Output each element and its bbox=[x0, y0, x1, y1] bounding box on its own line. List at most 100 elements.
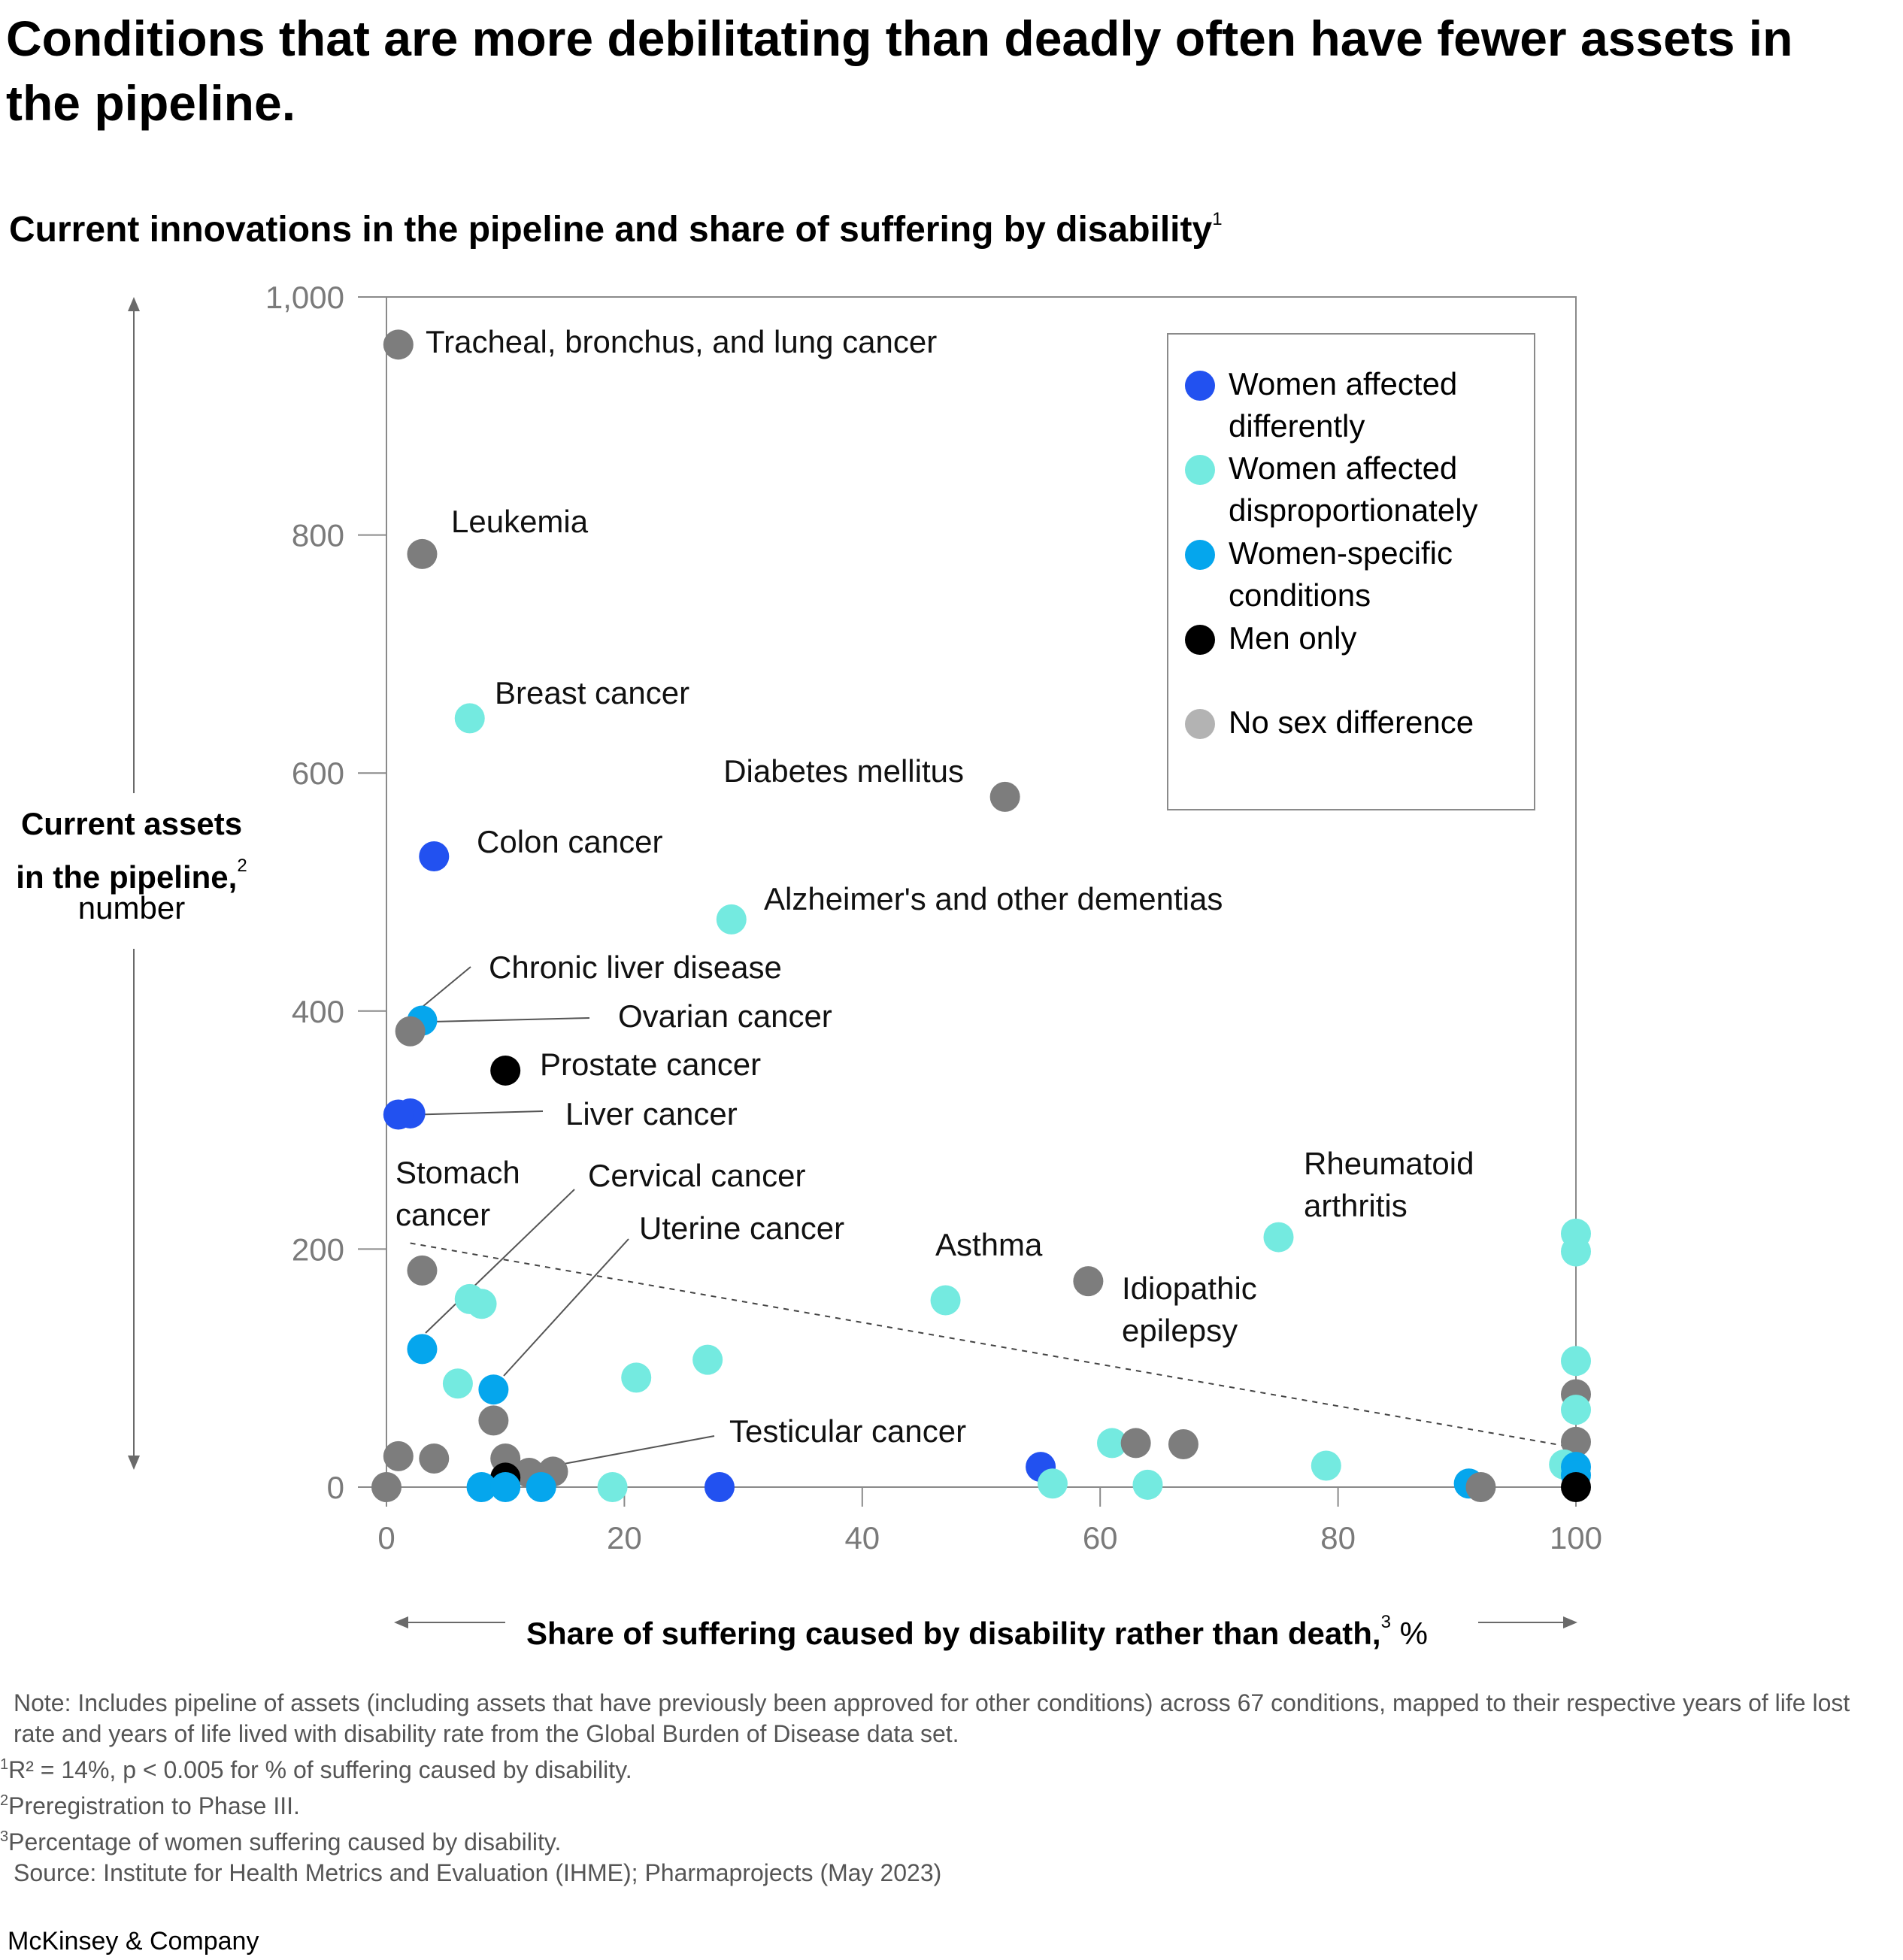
x-axis-label-text: Share of suffering caused by disability … bbox=[526, 1616, 1381, 1651]
data-point-none-40 bbox=[1168, 1429, 1198, 1460]
data-point-disp-22 bbox=[692, 1344, 723, 1375]
point-label-rheumatoid-arthritis: Rheumatoid arthritis bbox=[1304, 1146, 1474, 1223]
data-point-none-24 bbox=[383, 1440, 414, 1471]
note-text: Note: Includes pipeline of assets (inclu… bbox=[14, 1689, 1850, 1747]
leader-line bbox=[404, 1110, 544, 1116]
point-label-testicular-cancer: Testicular cancer bbox=[729, 1413, 966, 1449]
data-point-diff-colon-cancer bbox=[419, 841, 450, 872]
data-point-none-25 bbox=[419, 1443, 450, 1474]
footnotes: Note: Includes pipeline of assets (inclu… bbox=[0, 1688, 1895, 1889]
data-point-disp-46 bbox=[1561, 1346, 1591, 1377]
x-tick-label: 100 bbox=[1550, 1520, 1602, 1556]
plot-frame bbox=[386, 296, 1577, 1488]
point-label-idiopathic-epilepsy: Idiopathic epilepsy bbox=[1122, 1271, 1257, 1348]
brand-logo-text: McKinsey & Company bbox=[8, 1927, 259, 1955]
leader-line bbox=[503, 1238, 629, 1377]
footnote-2-text: Preregistration to Phase III. bbox=[8, 1792, 300, 1819]
legend-swatch-spec bbox=[1185, 540, 1215, 570]
point-label-colon-cancer: Colon cancer bbox=[477, 824, 662, 859]
footnote-1-mark: 1 bbox=[0, 1756, 9, 1773]
x-arrow-head-right bbox=[1563, 1616, 1577, 1628]
trendline bbox=[410, 1242, 1577, 1449]
data-point-none-23 bbox=[478, 1405, 509, 1436]
footnote-2: 2Preregistration to Phase III. bbox=[0, 1786, 1895, 1822]
point-label-ovarian-cancer: Ovarian cancer bbox=[618, 998, 832, 1034]
point-labels: Tracheal, bronchus, and lung cancer Leuke… bbox=[395, 324, 1474, 1449]
leader-line bbox=[417, 966, 471, 1011]
chart-axes: 0 200 400 600 800 1,000 0 20 40 60 80 100 bbox=[128, 280, 1602, 1628]
y-axis-label-line2: in the pipeline,2 bbox=[0, 845, 263, 898]
y-tick-label: 800 bbox=[292, 518, 344, 553]
y-tick-label: 200 bbox=[292, 1231, 344, 1267]
data-point-disp-37 bbox=[1097, 1428, 1128, 1459]
data-point-none-43 bbox=[1465, 1472, 1496, 1502]
data-point-diff-34 bbox=[704, 1472, 735, 1502]
data-point-none-leukemia bbox=[407, 538, 438, 569]
legend-swatch-men bbox=[1185, 625, 1215, 655]
point-label-alzheimer-s-and-other-dementias: Alzheimer's and other dementias bbox=[764, 881, 1223, 916]
chart-subtitle: Current innovations in the pipeline and … bbox=[9, 197, 1223, 253]
leader-line bbox=[551, 1435, 715, 1467]
legend-label: Women affected differently bbox=[1229, 366, 1458, 444]
footnote-3: 3Percentage of women suffering caused by… bbox=[0, 1822, 1895, 1858]
data-point-none-tracheal-bronchus-and-lung-cancer bbox=[383, 329, 414, 360]
subtitle-text: Current innovations in the pipeline and … bbox=[9, 210, 1213, 250]
data-point-men-53 bbox=[1561, 1472, 1591, 1502]
data-point-disp-20 bbox=[442, 1368, 473, 1399]
legend-label: Women affected disproportionately bbox=[1229, 450, 1478, 528]
data-point-none-38 bbox=[1120, 1428, 1151, 1459]
data-point-disp-45 bbox=[1561, 1236, 1591, 1267]
x-tick-label: 80 bbox=[1320, 1520, 1356, 1556]
point-label-liver-cancer: Liver cancer bbox=[565, 1096, 738, 1131]
point-label-prostate-cancer: Prostate cancer bbox=[540, 1047, 761, 1082]
data-point-none-ovarian-cancer bbox=[395, 1016, 426, 1047]
data-point-spec-uterine-cancer bbox=[478, 1374, 509, 1405]
data-point-disp-alzheimer-s-and-other-dementias bbox=[716, 904, 747, 935]
x-tick-label: 60 bbox=[1083, 1520, 1118, 1556]
data-point-disp-19 bbox=[466, 1289, 497, 1319]
footnote-3-mark: 3 bbox=[0, 1828, 9, 1845]
data-point-none-idiopathic-epilepsy bbox=[1073, 1266, 1104, 1297]
footnote-2-mark: 2 bbox=[0, 1792, 9, 1809]
data-point-spec-32 bbox=[526, 1472, 556, 1502]
data-point-diff-10 bbox=[383, 1099, 414, 1130]
data-point-spec-cervical-cancer bbox=[407, 1334, 438, 1365]
point-label-chronic-liver-disease: Chronic liver disease bbox=[489, 950, 782, 985]
x-tick-label: 40 bbox=[844, 1520, 880, 1556]
legend-swatch-none bbox=[1185, 709, 1215, 739]
y-tick-label: 1,000 bbox=[265, 280, 344, 315]
leader-line bbox=[425, 1189, 575, 1334]
data-point-disp-36 bbox=[1037, 1468, 1068, 1499]
data-point-disp-21 bbox=[621, 1362, 652, 1393]
y-axis-footnote-mark: 2 bbox=[237, 856, 247, 876]
point-label-stomach-cancer: Stomach cancer bbox=[395, 1155, 520, 1232]
data-point-disp-breast-cancer bbox=[454, 703, 485, 734]
point-label-tracheal-bronchus-and-lung-cancer: Tracheal, bronchus, and lung cancer bbox=[426, 324, 937, 359]
y-axis-unit: number bbox=[77, 890, 186, 925]
footnote-3-text: Percentage of women suffering caused by … bbox=[8, 1828, 562, 1855]
point-label-breast-cancer: Breast cancer bbox=[495, 675, 689, 710]
point-label-leukemia: Leukemia bbox=[451, 504, 589, 539]
x-tick-label: 0 bbox=[377, 1520, 395, 1556]
legend-label: Women-specific conditions bbox=[1229, 535, 1453, 613]
legend: Women affected differently Women affecte… bbox=[1167, 333, 1535, 810]
y-tick-label: 400 bbox=[292, 994, 344, 1029]
point-label-asthma: Asthma bbox=[935, 1227, 1043, 1262]
chart-title: Conditions that are more debilitating th… bbox=[6, 11, 1793, 131]
data-point-none-29 bbox=[371, 1472, 402, 1502]
data-point-men-prostate-cancer bbox=[490, 1055, 521, 1086]
data-points bbox=[371, 329, 1591, 1502]
point-label-diabetes-mellitus: Diabetes mellitus bbox=[723, 753, 964, 789]
y-axis-label-text: in the pipeline, bbox=[16, 859, 238, 895]
y-axis-label-line1: Current assets bbox=[20, 806, 243, 841]
source-text: Source: Institute for Health Metrics and… bbox=[14, 1859, 942, 1886]
x-axis-unit: % bbox=[1399, 1616, 1428, 1651]
y-tick-label: 0 bbox=[327, 1470, 344, 1505]
subtitle-footnote-mark: 1 bbox=[1212, 209, 1223, 229]
y-arrow-head-up bbox=[128, 297, 140, 311]
footnote-1: 1R² = 14%, p < 0.005 for % of suffering … bbox=[0, 1749, 1895, 1786]
x-axis-footnote-mark: 3 bbox=[1380, 1612, 1391, 1632]
x-axis-label: Share of suffering caused by disability … bbox=[526, 1600, 1428, 1656]
data-point-none-stomach-cancer bbox=[407, 1255, 438, 1286]
